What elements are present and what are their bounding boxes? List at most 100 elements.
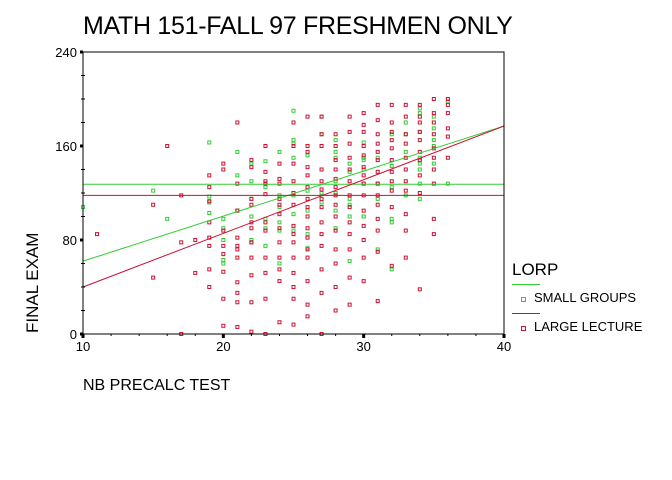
data-point — [431, 132, 436, 137]
data-point — [305, 235, 310, 240]
data-point — [389, 163, 394, 168]
data-point — [431, 155, 436, 160]
data-point — [319, 187, 324, 192]
data-point — [389, 220, 394, 225]
data-point — [361, 279, 366, 284]
data-point — [277, 176, 282, 181]
data-point — [333, 285, 338, 289]
data-point — [431, 167, 436, 172]
data-point — [305, 314, 310, 319]
data-point — [263, 181, 268, 186]
data-point — [361, 158, 366, 163]
data-point — [319, 220, 324, 225]
data-point — [319, 232, 324, 237]
data-point — [277, 161, 282, 166]
data-point — [389, 129, 394, 134]
data-point — [361, 122, 366, 127]
data-point — [333, 308, 338, 313]
data-point — [235, 149, 240, 154]
data-point — [361, 140, 366, 145]
data-point — [291, 270, 296, 275]
data-point — [319, 267, 324, 272]
data-point — [333, 167, 338, 172]
data-point — [375, 149, 380, 154]
data-point — [403, 167, 408, 172]
data-point — [151, 275, 156, 280]
data-point — [445, 102, 450, 107]
data-point — [333, 191, 338, 195]
data-point — [291, 108, 296, 113]
data-point — [291, 232, 296, 237]
data-point — [333, 247, 338, 252]
data-point — [361, 238, 366, 242]
data-point — [403, 188, 408, 193]
data-point — [431, 181, 436, 186]
data-point — [263, 296, 268, 301]
data-point — [403, 179, 408, 184]
data-point — [445, 181, 450, 186]
x-axis-label: NB PRECALC TEST — [83, 377, 231, 394]
data-point — [417, 138, 422, 143]
data-point — [207, 267, 212, 272]
data-point — [375, 169, 380, 174]
data-point — [333, 138, 338, 143]
data-point — [277, 181, 282, 186]
data-point — [333, 149, 338, 154]
data-point — [277, 320, 282, 325]
data-point — [375, 132, 380, 137]
data-point — [277, 220, 282, 225]
data-point — [347, 202, 352, 207]
data-point — [249, 214, 254, 219]
data-point — [389, 132, 394, 137]
data-point — [249, 226, 254, 231]
data-point — [403, 228, 408, 233]
data-point — [347, 179, 352, 184]
data-point — [389, 205, 394, 210]
data-point — [417, 111, 422, 116]
data-point — [305, 149, 310, 154]
data-point — [263, 226, 268, 231]
data-point — [361, 129, 366, 134]
data-point — [403, 141, 408, 146]
data-point — [417, 287, 422, 292]
data-point — [263, 228, 268, 233]
data-point — [361, 144, 366, 148]
x-tick-label: 40 — [497, 339, 511, 354]
data-point — [417, 191, 422, 195]
data-point — [221, 261, 226, 266]
data-point — [221, 252, 226, 257]
legend-label: LARGE LECTURE — [534, 319, 643, 334]
data-point — [291, 228, 296, 233]
data-point — [431, 138, 436, 143]
data-point — [347, 196, 352, 201]
plot-frame: 0 80 160 240 10 20 30 40 — [55, 45, 511, 354]
data-point — [291, 161, 296, 166]
data-point — [221, 243, 226, 248]
data-point — [263, 220, 268, 225]
data-point — [431, 216, 436, 221]
data-point — [291, 120, 296, 125]
data-point — [277, 202, 282, 207]
data-point — [263, 270, 268, 275]
data-point — [347, 232, 352, 237]
data-point — [333, 155, 338, 160]
data-point — [165, 144, 170, 148]
data-point — [361, 214, 366, 219]
data-point — [417, 196, 422, 201]
data-point — [249, 255, 254, 260]
data-point — [347, 129, 352, 134]
data-point — [389, 169, 394, 174]
data-point — [235, 324, 240, 329]
data-point — [333, 228, 338, 233]
data-point — [417, 102, 422, 107]
data-point — [221, 296, 226, 301]
data-point — [235, 181, 240, 186]
data-point — [361, 165, 366, 170]
data-point — [221, 257, 226, 262]
data-point — [319, 205, 324, 210]
data-point — [305, 255, 310, 260]
data-point — [347, 220, 352, 225]
fit-line — [82, 125, 505, 262]
x-tick-label: 20 — [216, 339, 230, 354]
